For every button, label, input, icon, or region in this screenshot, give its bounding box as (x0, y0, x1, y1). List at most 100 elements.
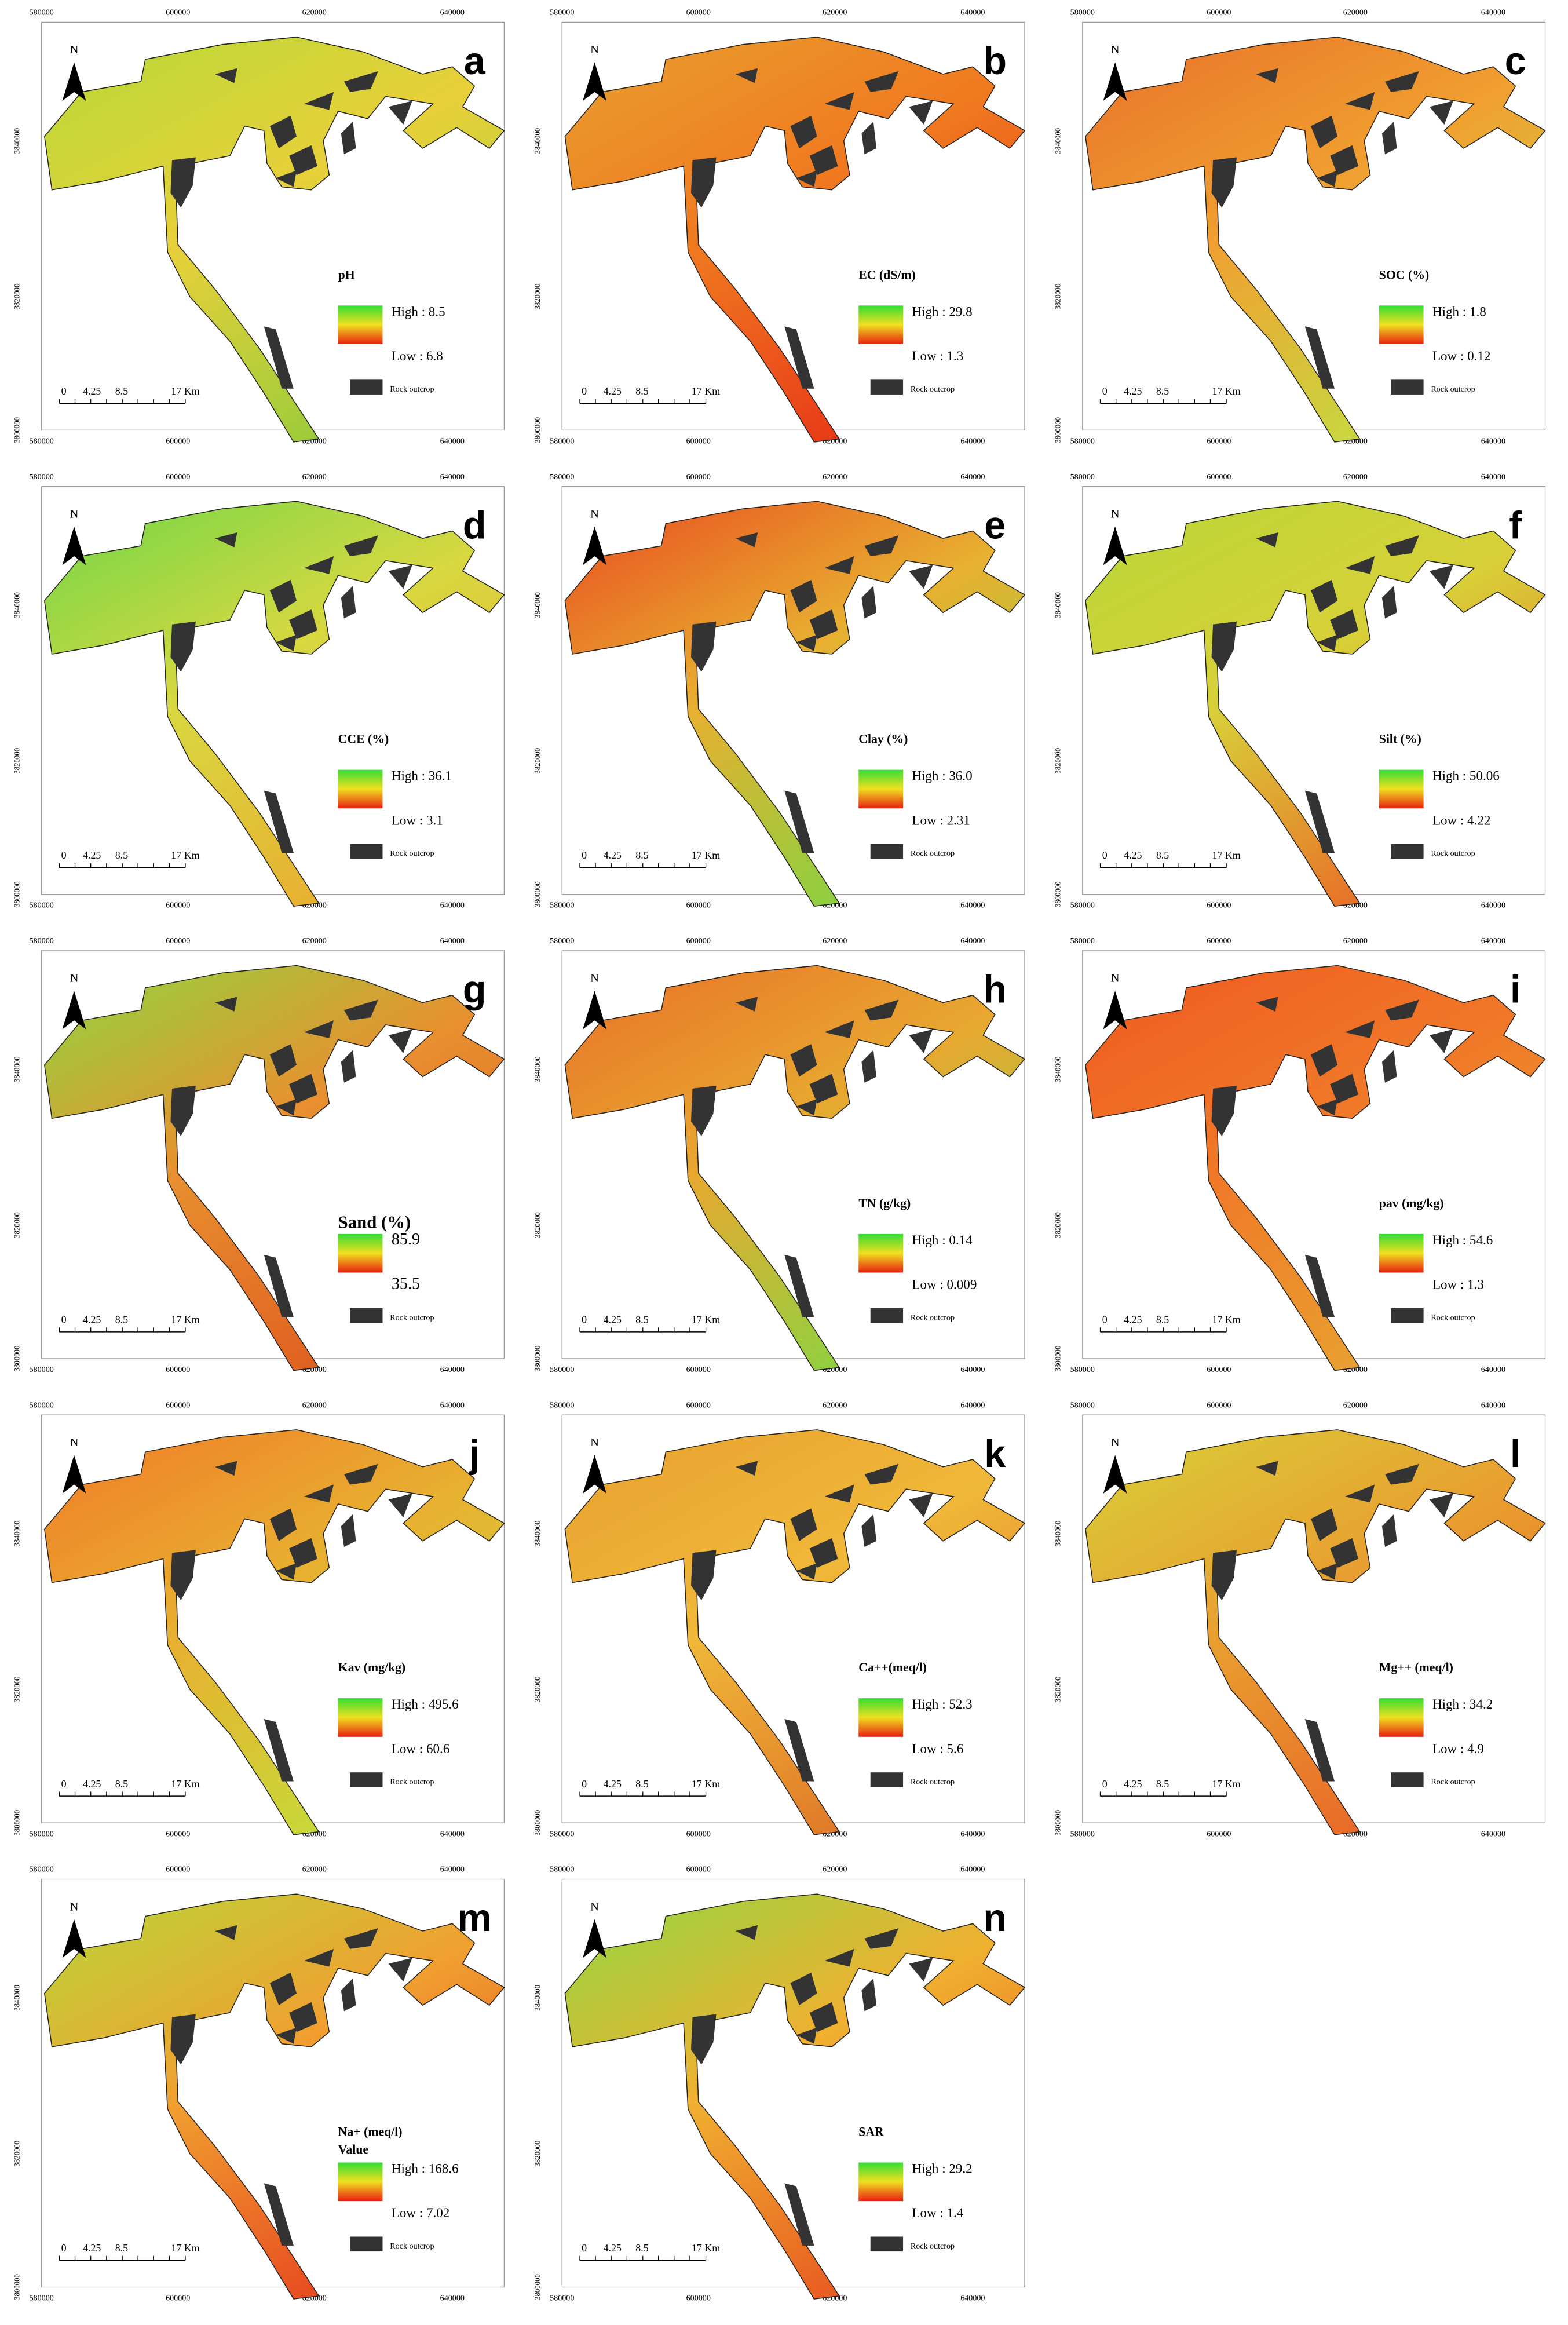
x-coord-label: 640000 (960, 8, 985, 17)
scale-label: 17 Km (692, 849, 720, 861)
x-coord-label: 640000 (440, 1865, 465, 1874)
rock-outcrop (861, 1050, 876, 1083)
study-area (1085, 501, 1546, 907)
scale-label: 17 Km (1212, 1314, 1240, 1326)
study-area (1085, 965, 1546, 1371)
rock-outcrop (215, 1461, 237, 1476)
map-frame (1082, 950, 1546, 1359)
y-coord-label: 3820000 (13, 284, 21, 310)
map-panel: 5800005800006000006000006200006200006400… (533, 936, 1026, 1374)
rock-outcrop (304, 556, 334, 574)
map-frame (41, 1414, 505, 1823)
scale-label: 4.25 (604, 1778, 622, 1790)
x-coord-label: 600000 (686, 1865, 711, 1874)
legend-rock-swatch (350, 2236, 383, 2252)
rock-outcrop (341, 1514, 356, 1547)
rock-outcrop (790, 1508, 817, 1541)
y-coord-label: 3800000 (1054, 417, 1062, 443)
rock-outcrop (809, 145, 838, 176)
north-arrow (583, 526, 607, 565)
scale-label: 4.25 (83, 849, 101, 861)
rock-outcrop (1385, 71, 1419, 92)
map-panel: 5800005800006000006000006200006200006400… (533, 1400, 1026, 1838)
rock-outcrop (276, 170, 297, 187)
legend-ramp (1379, 1698, 1424, 1737)
rock-outcrop (388, 1958, 412, 1982)
y-coord-label: 3840000 (1054, 1056, 1062, 1082)
study-area (564, 1429, 1026, 1835)
scale-label: 8.5 (635, 2242, 648, 2254)
x-coord-label: 640000 (960, 1865, 985, 1874)
rock-outcrop (1381, 586, 1397, 619)
scale-label: 8.5 (635, 1314, 648, 1326)
x-coord-label: 600000 (166, 901, 190, 910)
rock-outcrop (304, 1020, 334, 1038)
x-coord-label: 600000 (1207, 1829, 1231, 1838)
rock-outcrop (1429, 101, 1453, 125)
x-coord-label: 640000 (1481, 436, 1505, 446)
legend-title: Kav (mg/kg) (338, 1660, 406, 1674)
y-coord-label: 3840000 (1054, 128, 1062, 154)
panel-letter: f (1509, 504, 1522, 547)
north-arrow (62, 1455, 86, 1494)
rock-outcrop (790, 1044, 817, 1077)
rock-outcrop (690, 621, 717, 672)
y-coord-label: 3820000 (533, 1676, 542, 1702)
x-coord-label: 580000 (550, 1829, 574, 1838)
legend-ramp (858, 1698, 904, 1737)
x-coord-label: 620000 (302, 472, 327, 481)
rock-outcrop (1304, 1719, 1335, 1782)
legend-title: EC (dS/m) (858, 268, 916, 282)
north-label: N (70, 972, 79, 985)
legend-high: High : 1.8 (1432, 304, 1486, 319)
legend-rock-label: Rock outcrop (390, 1313, 434, 1322)
y-coord-label: 3800000 (533, 2274, 542, 2300)
rock-outcrop (809, 2002, 838, 2032)
legend-rock-swatch (870, 1772, 904, 1787)
rock-outcrop (304, 92, 334, 110)
rock-outcrop (864, 71, 899, 92)
scale-label: 8.5 (115, 2242, 128, 2254)
scale-label: 8.5 (1156, 1778, 1169, 1790)
legend-low: Low : 2.31 (912, 812, 970, 827)
legend-low: Low : 3.1 (392, 812, 443, 827)
scale-label: 17 Km (171, 2242, 199, 2254)
legend-rock-swatch (350, 1772, 383, 1787)
panel-letter: k (984, 1433, 1006, 1476)
study-area (1085, 37, 1546, 443)
scale-label: 17 Km (692, 2242, 720, 2254)
legend-title: Sand (%) (338, 1213, 411, 1232)
legend-title: SAR (858, 2125, 884, 2138)
x-coord-label: 640000 (1481, 901, 1505, 910)
scale-label: 0 (61, 2242, 67, 2254)
legend-high: High : 54.6 (1432, 1232, 1493, 1247)
x-coord-label: 600000 (1207, 1365, 1231, 1374)
rock-outcrop (276, 1563, 297, 1580)
rock-outcrop (861, 1514, 876, 1547)
rock-outcrop (784, 790, 814, 853)
rock-outcrop (864, 999, 899, 1021)
rock-outcrop (1304, 790, 1335, 853)
rock-outcrop (1330, 609, 1358, 640)
rock-outcrop (1256, 532, 1278, 548)
x-coord-label: 580000 (550, 1365, 574, 1374)
legend-ramp (858, 2162, 904, 2202)
rock-outcrop (1344, 1484, 1375, 1503)
north-label: N (590, 1900, 599, 1913)
rock-outcrop (1256, 68, 1278, 83)
scale-label: 17 Km (171, 1778, 199, 1790)
rock-outcrop (909, 565, 933, 589)
legend-high: High : 168.6 (392, 2160, 459, 2176)
scale-label: 0 (1102, 385, 1108, 397)
rock-outcrop (1385, 999, 1419, 1021)
x-coord-label: 580000 (30, 1365, 54, 1374)
rock-outcrop (343, 1928, 378, 1949)
rock-outcrop (690, 157, 717, 208)
map-frame (41, 21, 505, 431)
rock-outcrop (276, 634, 297, 651)
x-coord-label: 580000 (550, 936, 574, 946)
panel-letter: c (1505, 40, 1526, 83)
legend-rock-swatch (350, 1308, 383, 1323)
y-coord-label: 3840000 (533, 1985, 542, 2011)
rock-outcrop (1344, 1020, 1375, 1038)
